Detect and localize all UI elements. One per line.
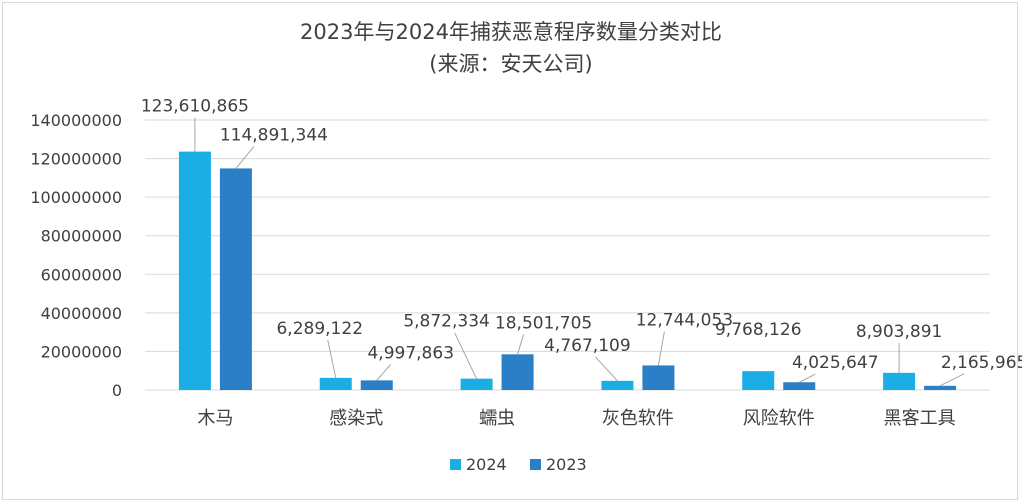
data-labels: 123,610,865 114,891,344 6,289,1224,997,863… <box>141 97 1022 387</box>
bar-2024-1 <box>319 377 352 390</box>
data-label: 114,891,344 <box>220 125 328 145</box>
chart-title-block: 2023年与2024年捕获恶意程序数量分类对比 (来源：安天公司) <box>0 16 1022 80</box>
x-axis: 木马 感染式 蠕虫 灰色软件 风险软件 黑客工具 <box>197 408 955 429</box>
y-tick-label: 80000000 <box>41 227 122 246</box>
bars <box>178 151 957 390</box>
data-label: 4,767,109 <box>544 336 631 356</box>
label-leader <box>939 373 965 387</box>
data-label: 12,744,053 <box>636 310 733 330</box>
bar-2023-2 <box>501 354 534 390</box>
x-category-label: 风险软件 <box>743 408 815 429</box>
label-leader <box>376 364 392 381</box>
label-leader <box>799 373 816 383</box>
x-category-label: 感染式 <box>329 408 383 429</box>
gridlines <box>145 119 990 391</box>
label-leader <box>595 356 618 382</box>
y-tick-label: 100000000 <box>30 188 122 207</box>
bar-2023-0 <box>219 168 252 390</box>
bar-2024-2 <box>460 378 493 390</box>
y-tick-label: 140000000 <box>30 111 122 130</box>
bar-2024-4 <box>742 371 775 390</box>
label-leader <box>327 339 337 378</box>
y-tick-label: 120000000 <box>30 150 122 169</box>
chart-subtitle: (来源：安天公司) <box>429 52 593 76</box>
bar-2024-3 <box>601 380 634 390</box>
legend-swatch <box>450 459 461 470</box>
legend-label: 2024 <box>466 455 507 474</box>
data-label: 5,872,334 <box>403 312 490 332</box>
bar-2023-3 <box>642 365 675 390</box>
x-category-label: 木马 <box>197 408 233 429</box>
y-tick-label: 0 <box>112 381 122 400</box>
chart-title: 2023年与2024年捕获恶意程序数量分类对比 <box>300 20 722 44</box>
data-label: 4,997,863 <box>367 343 454 363</box>
data-label: 18,501,705 <box>495 313 592 333</box>
x-category-label: 黑客工具 <box>884 408 956 429</box>
data-label: 4,025,647 <box>792 353 879 373</box>
x-category-label: 蠕虫 <box>479 408 515 429</box>
x-category-label: 灰色软件 <box>602 408 674 429</box>
data-label: 6,289,122 <box>276 319 363 339</box>
legend-label: 2023 <box>546 455 587 474</box>
bar-2023-4 <box>783 382 816 390</box>
label-leader <box>657 331 665 366</box>
legend-swatch <box>530 459 541 470</box>
legend: 2024 2023 <box>450 455 587 474</box>
data-label: 123,610,865 <box>141 97 249 117</box>
bar-2024-5 <box>883 372 916 390</box>
y-tick-label: 60000000 <box>41 265 122 284</box>
data-label: 2,165,965 <box>941 353 1022 373</box>
bar-2023-1 <box>360 380 393 390</box>
y-tick-label: 40000000 <box>41 304 122 323</box>
y-axis: 0 20000000 40000000 60000000 80000000 1000000… <box>30 111 122 400</box>
data-label: 9,768,126 <box>715 320 802 340</box>
label-leader <box>454 332 478 379</box>
bar-2024-0 <box>178 151 211 390</box>
y-tick-label: 20000000 <box>41 342 122 361</box>
bar-2023-5 <box>924 385 957 390</box>
label-leader <box>517 334 525 355</box>
data-label: 8,903,891 <box>856 322 943 342</box>
label-leader <box>235 146 255 169</box>
